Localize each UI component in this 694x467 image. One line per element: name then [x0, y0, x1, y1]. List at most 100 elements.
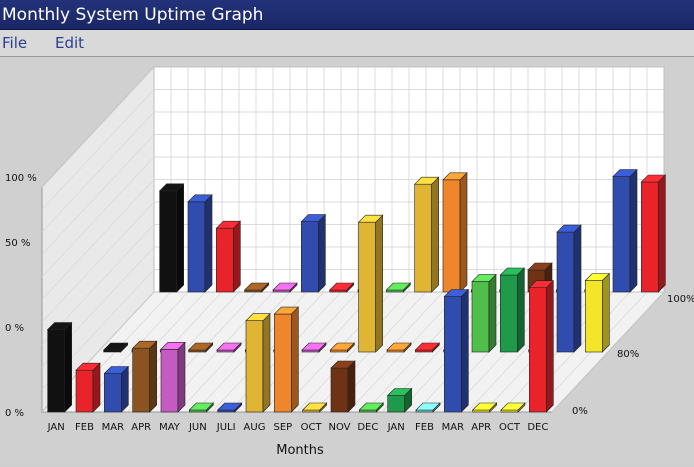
- menu-edit[interactable]: Edit: [55, 34, 85, 52]
- grid-line: [41, 156, 155, 278]
- bar: [500, 402, 526, 413]
- bar: [414, 342, 441, 353]
- bar-top: [131, 340, 158, 349]
- bar: [301, 402, 328, 413]
- bar-top: [358, 402, 385, 411]
- bar-front: [585, 280, 603, 353]
- bar: [556, 224, 582, 353]
- bar-top: [103, 366, 130, 374]
- bar-front: [104, 373, 122, 413]
- bar: [300, 213, 327, 293]
- x-tick-label: AUG: [244, 422, 266, 433]
- bar: [187, 342, 214, 353]
- uptime-chart: JAN FEB MAR APR MAY JUN JULI AUG SEP OCT NOV DEC JAN…: [5, 65, 694, 458]
- bar: [471, 402, 498, 413]
- grid-line: [41, 89, 155, 210]
- bar: [160, 341, 186, 413]
- bar: [442, 172, 468, 293]
- bar-top: [301, 342, 327, 351]
- grid-line: [41, 179, 155, 300]
- y-tick-label: 100 %: [5, 173, 37, 184]
- bar-side: [318, 213, 326, 293]
- chart-area: JAN FEB MAR APR MAY JUN JULI AUG SEP OCT NOV DEC JAN…: [0, 57, 694, 463]
- menu-file[interactable]: File: [2, 34, 28, 52]
- bar-side: [517, 267, 525, 353]
- bar-front: [330, 367, 349, 413]
- bar-side: [92, 362, 101, 413]
- x-tick-label: APR: [471, 422, 491, 433]
- bar-front: [216, 227, 234, 293]
- bar: [386, 342, 412, 353]
- depth-tick-label: 80%: [617, 349, 639, 360]
- bar-top: [386, 342, 412, 351]
- bar-top: [640, 174, 667, 183]
- bar-top: [556, 224, 582, 233]
- bar: [215, 220, 242, 293]
- bar-top: [329, 342, 356, 351]
- bar: [102, 342, 129, 353]
- bar-side: [262, 312, 271, 413]
- bar-side: [658, 174, 666, 293]
- bar: [413, 176, 440, 293]
- bar-top: [330, 360, 356, 369]
- bar-top: [413, 176, 440, 185]
- grid-line: [551, 291, 665, 413]
- bar-side: [291, 306, 299, 413]
- bar-side: [204, 194, 213, 293]
- bar-side: [121, 365, 129, 413]
- x-tick-label: JAN: [387, 422, 405, 433]
- grid-line: [41, 111, 155, 233]
- bar: [612, 168, 638, 293]
- bar-front: [159, 190, 177, 293]
- bar-top: [46, 322, 73, 330]
- bar: [584, 272, 611, 353]
- bar-front: [471, 281, 490, 353]
- bar: [216, 402, 243, 413]
- bar-front: [612, 176, 631, 293]
- bar-top: [386, 388, 413, 396]
- bar-top: [471, 274, 497, 282]
- y-tick-label: 0 %: [5, 323, 24, 334]
- grid-line: [41, 66, 155, 188]
- bar-top: [216, 402, 243, 411]
- bar-top: [415, 402, 441, 411]
- bar-front: [187, 201, 206, 293]
- x-tick-label: MAR: [442, 422, 464, 433]
- bar: [528, 279, 555, 413]
- x-tick-label: DEC: [527, 422, 548, 433]
- bar-top: [442, 172, 468, 181]
- bar-front: [414, 183, 432, 293]
- bar-front: [641, 181, 659, 293]
- grid-line: [296, 291, 410, 413]
- bar-side: [347, 360, 356, 413]
- bar-top: [499, 267, 526, 276]
- bar-top: [187, 342, 214, 351]
- bar-top: [243, 282, 270, 291]
- bar-side: [64, 321, 72, 413]
- x-tick-label: SEP: [273, 422, 292, 433]
- x-tick-label: JUN: [188, 422, 207, 433]
- bar-top: [216, 342, 242, 351]
- bar-side: [573, 224, 582, 353]
- bar-front: [500, 274, 518, 353]
- bar: [415, 402, 441, 413]
- y-tick-label: 50 %: [5, 238, 30, 249]
- bar-front: [442, 179, 461, 293]
- bar: [386, 387, 413, 413]
- bar: [188, 402, 215, 413]
- bar-top: [187, 194, 213, 203]
- bar: [358, 402, 385, 413]
- bar-side: [375, 214, 383, 353]
- bar-top: [414, 342, 441, 351]
- bar-top: [102, 342, 129, 351]
- bar-front: [444, 296, 462, 413]
- bar-top: [528, 280, 555, 288]
- bar-top: [612, 169, 638, 177]
- bar-side: [461, 288, 469, 413]
- bar-top: [272, 282, 298, 291]
- bar-top: [273, 306, 300, 315]
- x-tick-label: FEB: [75, 422, 94, 433]
- bar-side: [176, 183, 184, 293]
- bar-front: [387, 395, 405, 413]
- bar: [158, 183, 185, 293]
